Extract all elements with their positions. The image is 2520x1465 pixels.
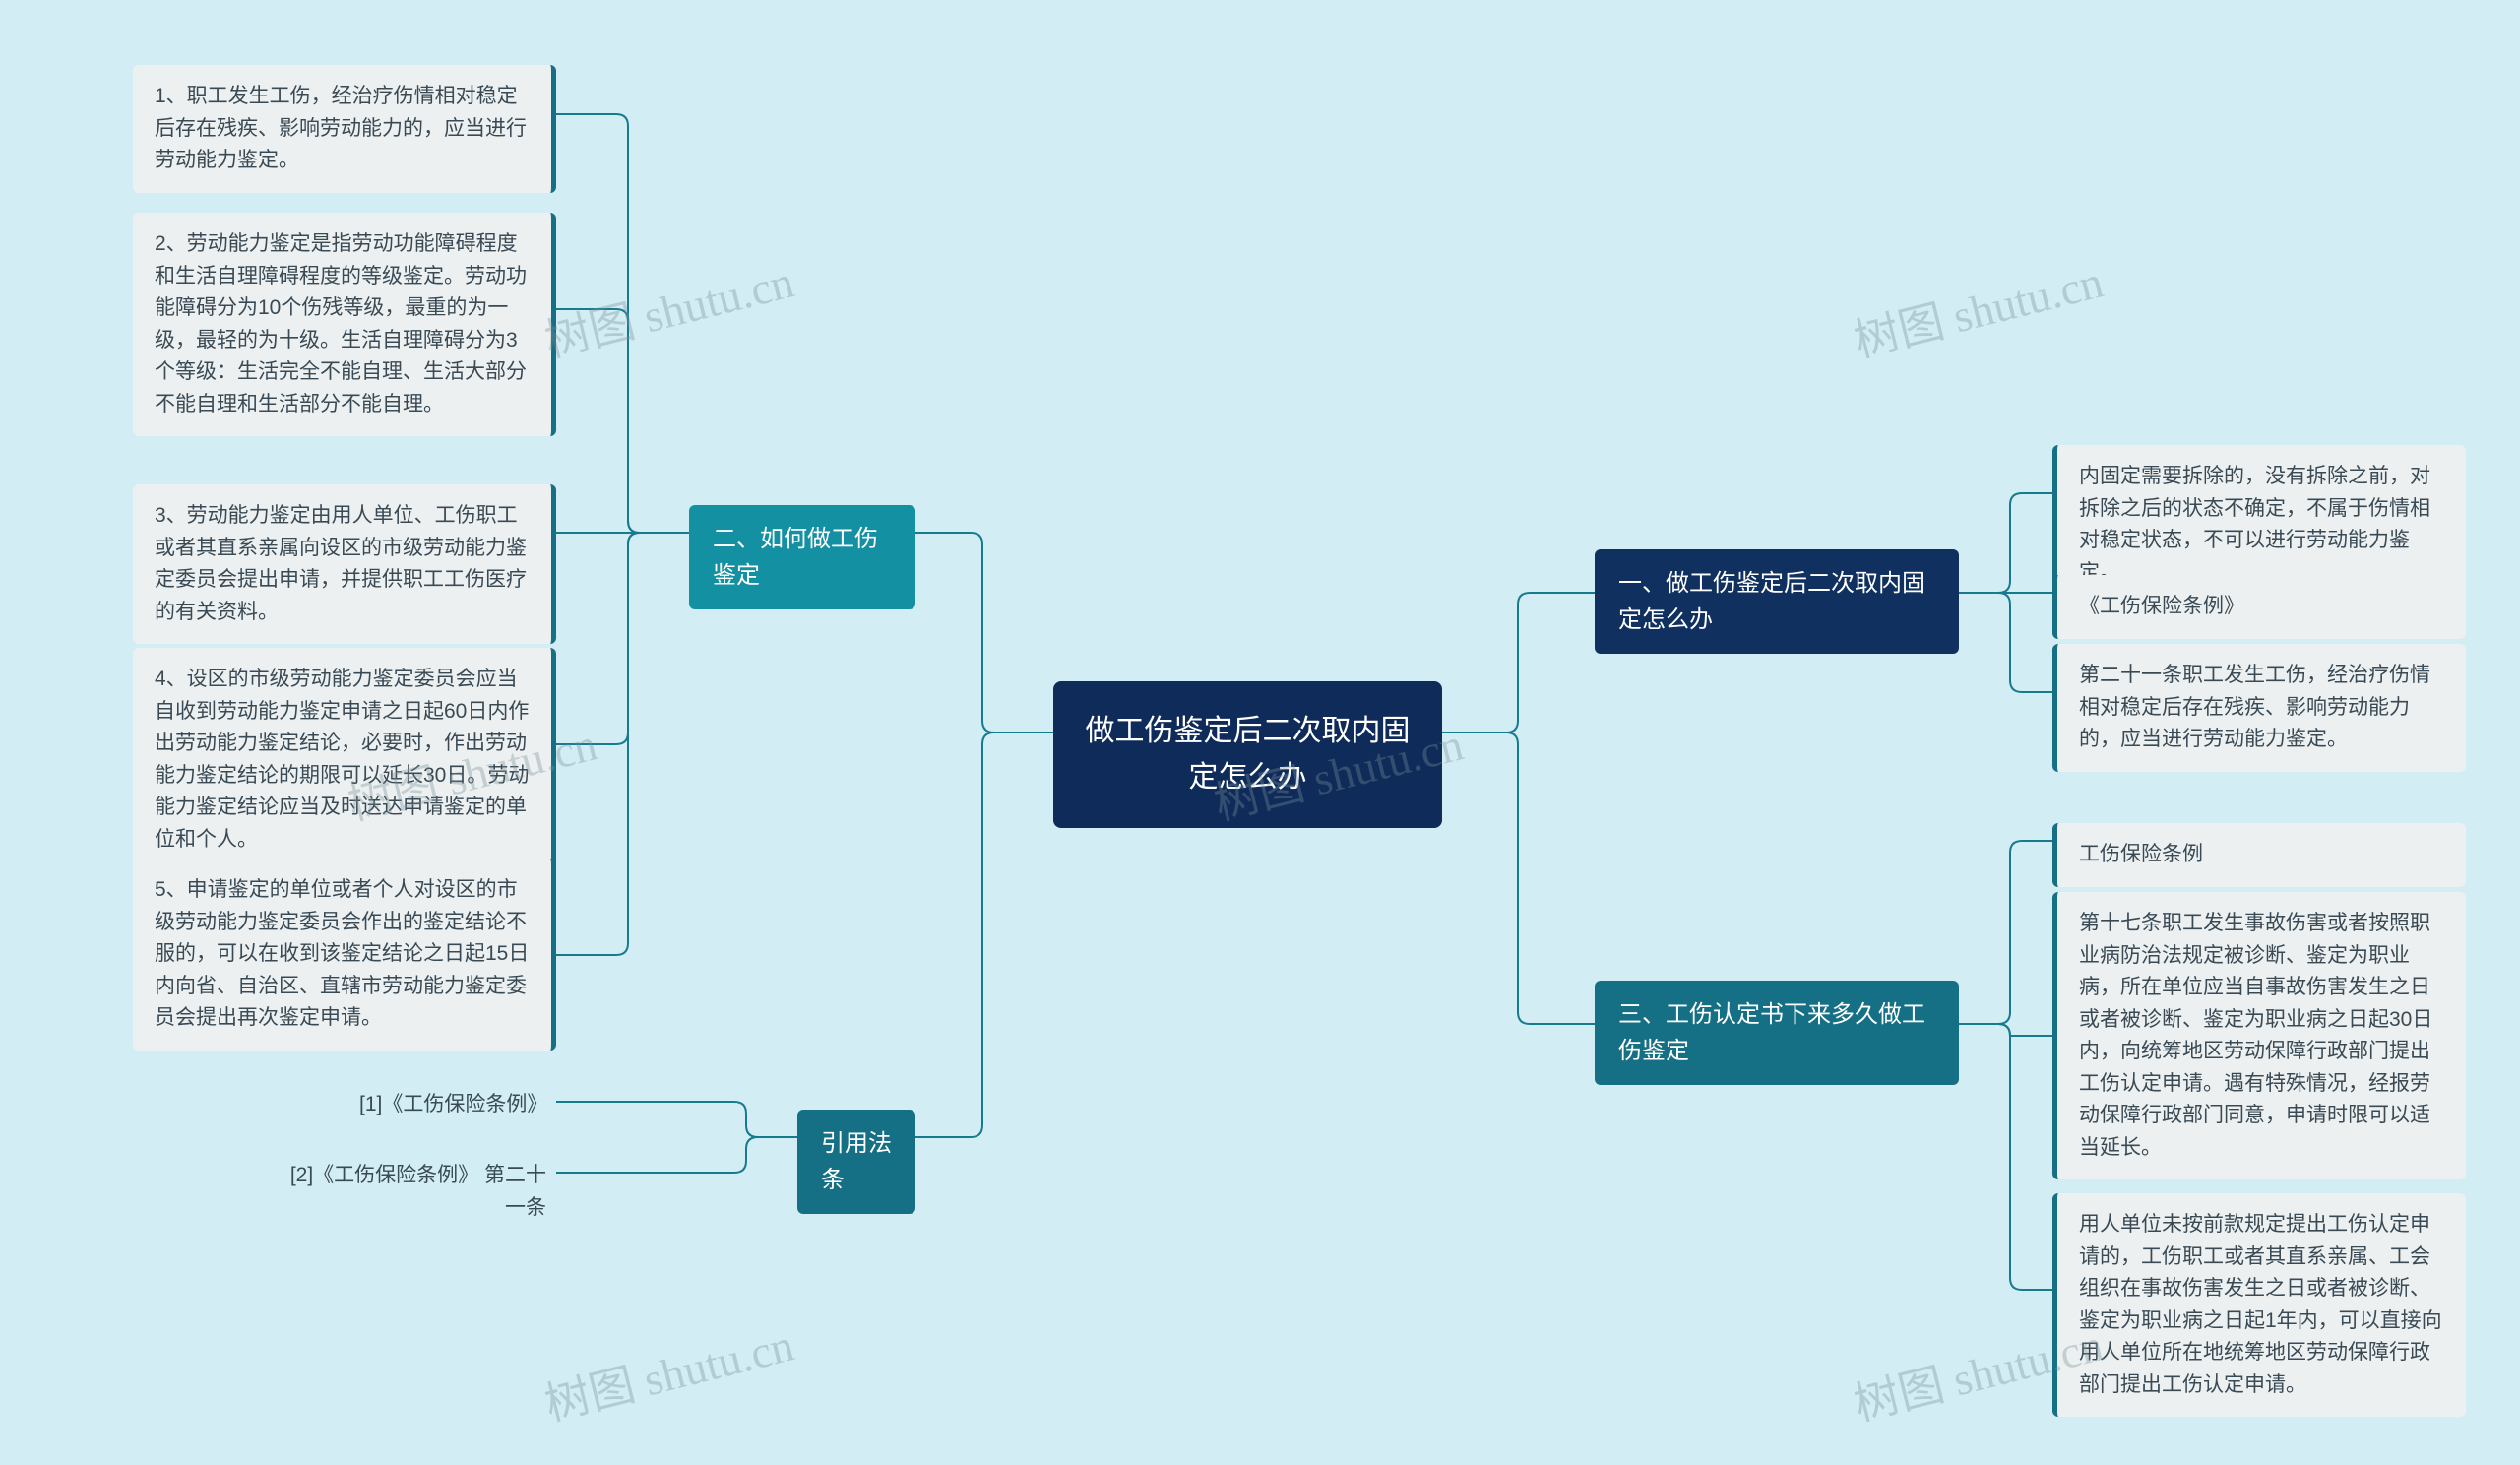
- leaf-l1-3: 4、设区的市级劳动能力鉴定委员会应当自收到劳动能力鉴定申请之日起60日内作出劳动…: [133, 648, 556, 871]
- root-node[interactable]: 做工伤鉴定后二次取内固定怎么办: [1053, 681, 1442, 828]
- leaf-l2-0: [1]《工伤保险条例》: [349, 1085, 556, 1125]
- branch-left-2[interactable]: 引用法条: [797, 1110, 915, 1214]
- leaf-r1-1: 《工伤保险条例》: [2052, 575, 2466, 639]
- branch-right-1[interactable]: 一、做工伤鉴定后二次取内固定怎么办: [1595, 549, 1959, 654]
- leaf-r2-2: 用人单位未按前款规定提出工伤认定申请的，工伤职工或者其直系亲属、工会组织在事故伤…: [2052, 1193, 2466, 1417]
- leaf-l1-0: 1、职工发生工伤，经治疗伤情相对稳定后存在残疾、影响劳动能力的，应当进行劳动能力…: [133, 65, 556, 193]
- leaf-r2-0: 工伤保险条例: [2052, 823, 2466, 887]
- watermark: 树图 shutu.cn: [537, 246, 799, 370]
- watermark: 树图 shutu.cn: [537, 1309, 799, 1433]
- branch-right-2[interactable]: 三、工伤认定书下来多久做工伤鉴定: [1595, 981, 1959, 1085]
- leaf-l1-1: 2、劳动能力鉴定是指劳动功能障碍程度和生活自理障碍程度的等级鉴定。劳动功能障碍分…: [133, 213, 556, 436]
- leaf-l1-2: 3、劳动能力鉴定由用人单位、工伤职工或者其直系亲属向设区的市级劳动能力鉴定委员会…: [133, 484, 556, 644]
- leaf-r2-1: 第十七条职工发生事故伤害或者按照职业病防治法规定被诊断、鉴定为职业病，所在单位应…: [2052, 892, 2466, 1179]
- leaf-l1-4: 5、申请鉴定的单位或者个人对设区的市级劳动能力鉴定委员会作出的鉴定结论不服的，可…: [133, 859, 556, 1051]
- branch-left-1[interactable]: 二、如何做工伤鉴定: [689, 505, 915, 609]
- leaf-l2-1: [2]《工伤保险条例》 第二十一条: [261, 1156, 556, 1228]
- leaf-r1-2: 第二十一条职工发生工伤，经治疗伤情相对稳定后存在残疾、影响劳动能力的，应当进行劳…: [2052, 644, 2466, 772]
- watermark: 树图 shutu.cn: [1847, 246, 2109, 370]
